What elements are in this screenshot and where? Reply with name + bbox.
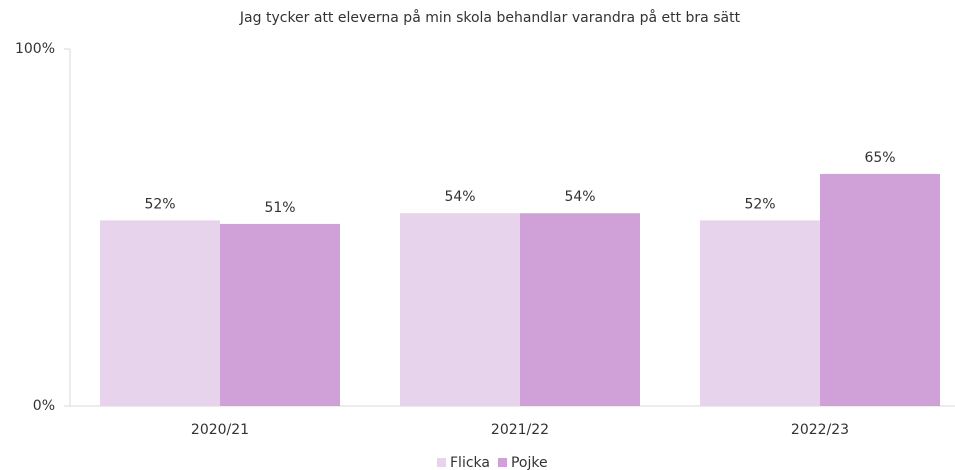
bar [520,213,640,406]
bar [820,173,940,406]
legend-swatch [437,458,446,467]
x-tick-label: 2022/23 [791,422,849,438]
legend-swatch [497,458,507,467]
y-tick-label: 0% [33,398,55,414]
x-tick-label: 2020/21 [191,422,249,438]
data-label: 51% [264,200,295,216]
x-tick-label: 2021/22 [491,422,549,438]
data-label: 54% [564,189,595,205]
data-label: 52% [144,196,175,212]
data-label: 54% [444,189,475,205]
data-label: 52% [744,196,775,212]
chart-title: Jag tycker att eleverna på min skola beh… [239,9,741,26]
bar [220,223,340,406]
legend-label: Pojke [511,455,548,470]
legend-label: Flicka [450,455,490,470]
data-label: 65% [864,150,895,166]
bar [100,220,220,406]
y-tick-label: 100% [15,41,55,57]
bar [400,213,520,406]
bar [700,220,820,406]
